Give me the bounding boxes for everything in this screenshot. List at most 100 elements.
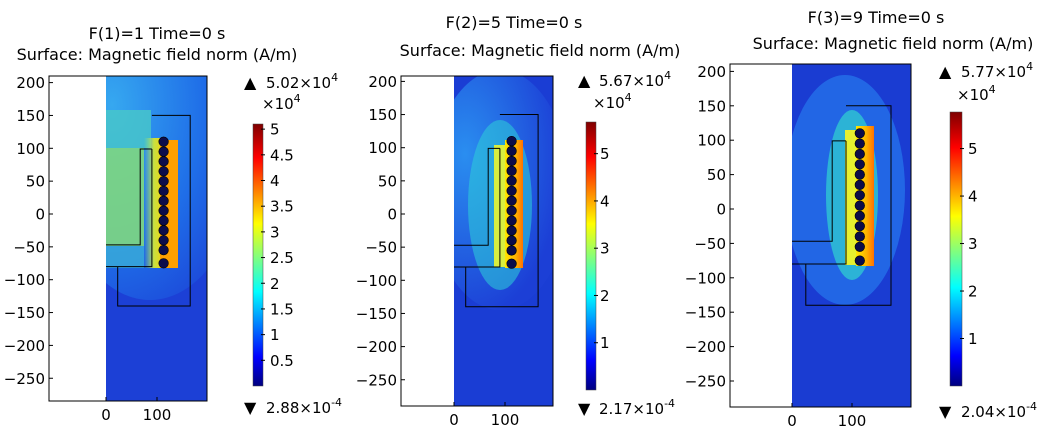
panel-2-air-region (401, 76, 454, 406)
coil-conductor (158, 235, 169, 246)
coil-conductor (158, 258, 169, 269)
panel-3-max-label: 5.77×104 (961, 60, 1033, 81)
panel-1-coil-conductors (158, 136, 169, 269)
panel-3-plot-area (729, 63, 912, 408)
colorbar-tick-label: 3.5 (270, 198, 294, 216)
panel-1-axes-frame (48, 75, 208, 402)
panel-3-axes-frame (729, 63, 912, 408)
panel-2-coil-conductors (506, 136, 517, 269)
y-tick-label: −200 (4, 337, 45, 355)
geometry-boundary-line (106, 149, 153, 268)
y-tick-label: −100 (356, 272, 397, 290)
panel-2-colorbar-ticks: 5 4 3 2 1 (594, 145, 610, 352)
colorbar-tick-label: 2 (270, 275, 280, 293)
colorbar-tick-label: 2 (600, 287, 610, 305)
panel-3-coil-conductors (854, 128, 865, 266)
coil-conductor (506, 145, 517, 157)
panel-2-min-arrow-icon: ▼ (578, 399, 591, 418)
coil-conductor (158, 176, 169, 187)
coil-conductor (506, 205, 517, 216)
x-tick-label: 0 (449, 411, 459, 427)
panel-1-y-axis: 200 150 100 50 0 −50 −100 −150 −200 −250 (4, 74, 53, 388)
geometry-boundary-line (106, 148, 152, 246)
x-tick-label: 100 (838, 412, 867, 427)
y-tick-label: 150 (368, 106, 397, 124)
y-tick-label: 50 (707, 166, 726, 184)
colorbar-tick-label: 1 (600, 334, 610, 352)
coil-conductor (854, 200, 865, 211)
panel-1-geometry-lines (106, 114, 191, 307)
geometry-boundary-line (454, 147, 500, 246)
panel-1-air-region (49, 76, 106, 401)
coil-conductor (854, 255, 865, 266)
panel-3-colorbar: ▲ 5.77×104 ×104 5 4 3 2 1 ▼ 2.04×10-4 (939, 60, 1037, 421)
y-tick-label: 100 (16, 140, 45, 158)
coil-conductor (158, 146, 169, 157)
panel-1-plot-area (48, 75, 208, 402)
panel-1-min-label: 2.88×10-4 (266, 396, 342, 417)
coil-conductor (158, 215, 169, 226)
panel-2-subtitle: Surface: Magnetic field norm (A/m) (400, 41, 681, 60)
panel-3-max-arrow-icon: ▲ (939, 62, 952, 81)
panel-1: F(1)=1 Time=0 s Surface: Magnetic field … (4, 24, 342, 424)
coil-conductor (506, 235, 517, 246)
y-tick-label: −200 (356, 338, 397, 356)
panel-3-subtitle: Surface: Magnetic field norm (A/m) (753, 34, 1034, 53)
panel-3-min-arrow-icon: ▼ (939, 402, 952, 421)
coil-conductor (854, 148, 865, 160)
y-tick-label: −200 (685, 338, 726, 356)
panel-3-x-axis: 0 100 (787, 403, 866, 427)
panel-1-colorbar-ticks: 5 4.5 4 3.5 3 2.5 2 1.5 1 0.5 (261, 121, 294, 370)
y-tick-label: 100 (697, 132, 726, 150)
panel-2-y-axis: 200 150 100 50 0 −50 −100 −150 −200 −250 (356, 73, 405, 389)
x-tick-label: 100 (491, 411, 520, 427)
coil-conductor (506, 136, 517, 147)
colorbar-tick-label: 3 (270, 223, 280, 241)
coil-conductor (506, 195, 517, 206)
colorbar-tick-label: 2 (968, 283, 978, 301)
panel-2-colorbar: ▲ 5.67×104 ×104 5 4 3 2 1 ▼ 2.17×10-4 (578, 69, 675, 418)
y-tick-label: −100 (4, 271, 45, 289)
panel-1-min-arrow-icon: ▼ (244, 398, 257, 417)
coil-conductor (158, 245, 169, 256)
coil-conductor (854, 128, 865, 139)
coil-conductor (854, 159, 865, 170)
colorbar-tick-label: 1 (270, 326, 280, 344)
colorbar-tick-label: 1 (968, 330, 978, 348)
geometry-boundary-line (117, 114, 191, 307)
panel-2-plot-area (400, 75, 554, 407)
colorbar-tick-label: 1.5 (270, 300, 294, 318)
y-tick-label: −250 (356, 371, 397, 389)
colorbar-tick-label: 5 (600, 145, 610, 163)
panel-3-scale-label: ×104 (957, 83, 996, 104)
panel-2-max-label: 5.67×104 (599, 69, 671, 90)
y-tick-label: 200 (697, 63, 726, 81)
colorbar-tick-label: 0.5 (270, 352, 294, 370)
coil-conductor (158, 166, 169, 177)
coil-conductor (506, 225, 517, 236)
colorbar-tick-label: 4 (968, 188, 978, 206)
panel-2-x-axis: 0 100 (449, 402, 519, 427)
x-tick-label: 0 (787, 412, 797, 427)
coil-conductor (854, 210, 865, 221)
panel-1-colorbar-ramp (252, 123, 264, 387)
coil-conductor (158, 156, 169, 167)
panel-2-min-label: 2.17×10-4 (599, 397, 675, 418)
y-tick-label: 50 (378, 172, 397, 190)
panel-1-max-label: 5.02×104 (266, 71, 338, 92)
panel-2: F(2)=5 Time=0 s Surface: Magnetic field … (356, 13, 681, 427)
coil-conductor (506, 175, 517, 186)
coil-conductor (854, 169, 865, 180)
panel-2-max-arrow-icon: ▲ (578, 71, 591, 90)
y-tick-label: −150 (4, 304, 45, 322)
panel-1-core-field (106, 148, 144, 246)
x-tick-label: 100 (143, 406, 172, 424)
panel-1-subtitle: Surface: Magnetic field norm (A/m) (17, 45, 298, 64)
panel-1-max-arrow-icon: ▲ (244, 73, 257, 92)
y-tick-label: −250 (4, 370, 45, 388)
panel-1-core-field-top (106, 110, 151, 148)
panel-2-title: F(2)=5 Time=0 s (446, 13, 583, 32)
y-tick-label: −50 (694, 235, 726, 253)
panel-1-colorbar: ▲ 5.02×104 ×104 5 4.5 4 3.5 3 2.5 2 1.5 1 0.5 ▼ 2… (244, 71, 342, 417)
geometry-boundary-line (805, 105, 892, 306)
